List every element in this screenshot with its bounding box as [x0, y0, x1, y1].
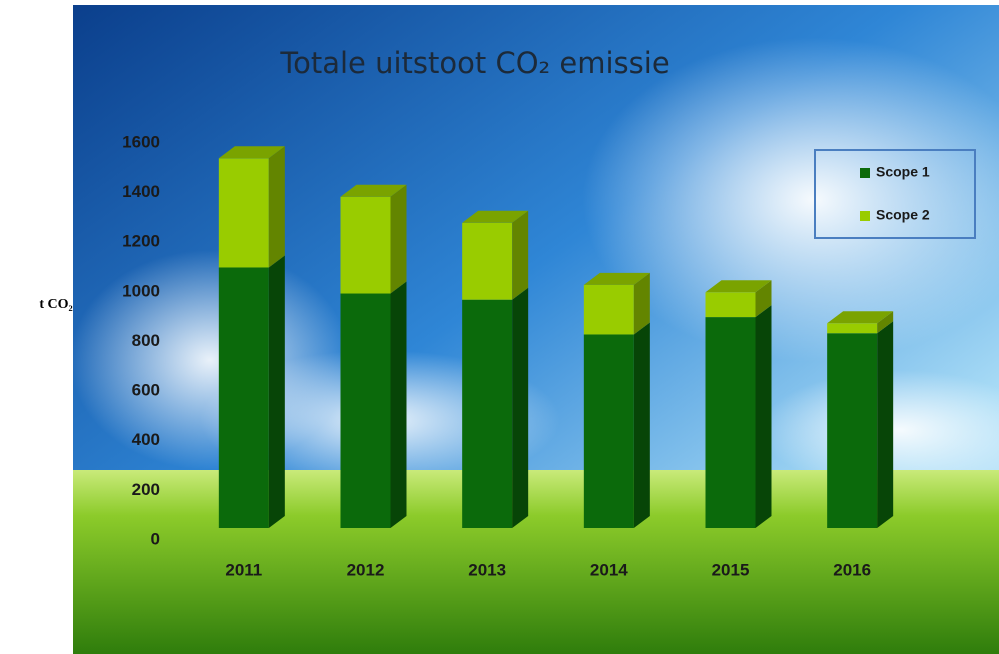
- legend-swatch: [860, 168, 870, 178]
- bar-side: [391, 282, 407, 528]
- y-tick-label: 800: [132, 331, 160, 350]
- x-tick-label: 2013: [468, 560, 506, 579]
- bar-side: [269, 146, 285, 267]
- bar-front: [341, 294, 391, 528]
- legend-label: Scope 1: [876, 164, 930, 180]
- bar-front: [219, 158, 269, 267]
- bar-side: [391, 185, 407, 294]
- x-tick-label: 2016: [833, 560, 871, 579]
- chart-title: Totale uitstoot CO₂ emissie: [279, 46, 669, 80]
- bar-front: [706, 317, 756, 528]
- bar-front: [584, 285, 634, 335]
- bar-side: [512, 211, 528, 300]
- x-tick-label: 2014: [590, 560, 628, 579]
- x-tick-label: 2015: [712, 560, 750, 579]
- bar-front: [827, 333, 877, 528]
- bar-front: [584, 334, 634, 528]
- legend-swatch: [860, 211, 870, 221]
- bar-front: [827, 323, 877, 333]
- bar-front: [462, 300, 512, 528]
- y-tick-label: 1000: [122, 281, 160, 300]
- bar-side: [877, 321, 893, 528]
- legend-label: Scope 2: [876, 207, 930, 223]
- bar-front: [462, 223, 512, 300]
- bar-side: [269, 255, 285, 528]
- y-tick-label: 400: [132, 430, 160, 449]
- y-tick-label: 200: [132, 480, 160, 499]
- bar-side: [756, 305, 772, 528]
- x-tick-label: 2011: [225, 560, 262, 579]
- bar-side: [634, 322, 650, 528]
- bar-front: [341, 197, 391, 294]
- y-tick-label: 1400: [122, 182, 160, 201]
- y-tick-label: 1200: [122, 232, 160, 251]
- page: {"chart_data": {"type": "stacked-bar-3d"…: [0, 0, 999, 654]
- bar-front: [219, 267, 269, 528]
- bar-front: [706, 292, 756, 317]
- y-tick-label: 600: [132, 381, 160, 400]
- x-tick-label: 2012: [347, 560, 385, 579]
- y-tick-label: 1600: [122, 132, 160, 151]
- bar-side: [512, 288, 528, 528]
- chart: Totale uitstoot CO₂ emissie t CO₂ 0 200 40…: [0, 0, 999, 654]
- y-axis-label: t CO₂: [39, 297, 72, 312]
- y-tick-label: 0: [151, 529, 160, 548]
